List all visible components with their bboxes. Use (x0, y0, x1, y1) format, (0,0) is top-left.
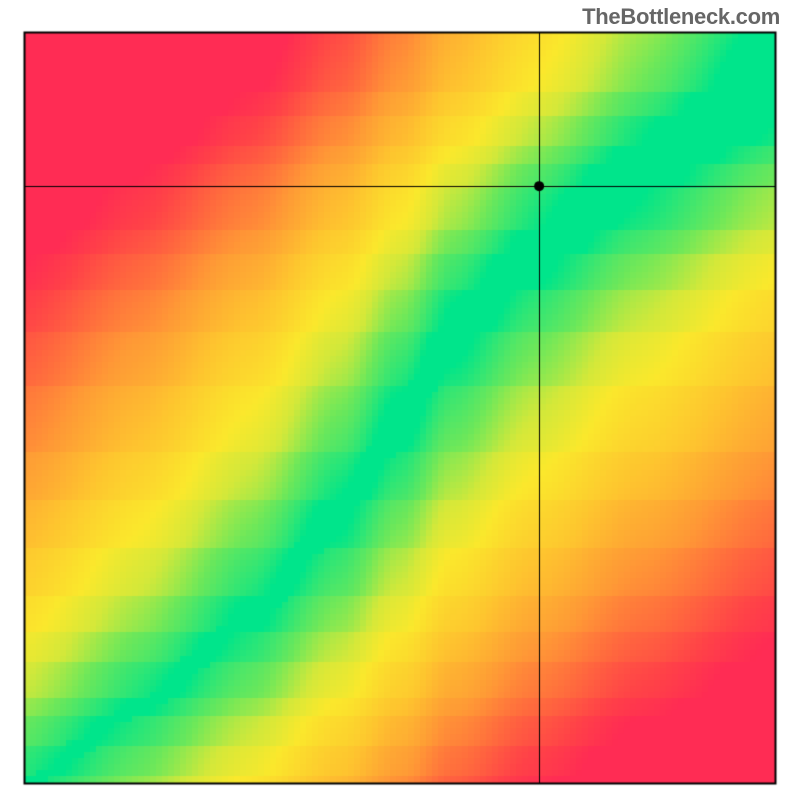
bottleneck-heatmap (0, 0, 800, 800)
watermark-text: TheBottleneck.com (582, 4, 780, 30)
